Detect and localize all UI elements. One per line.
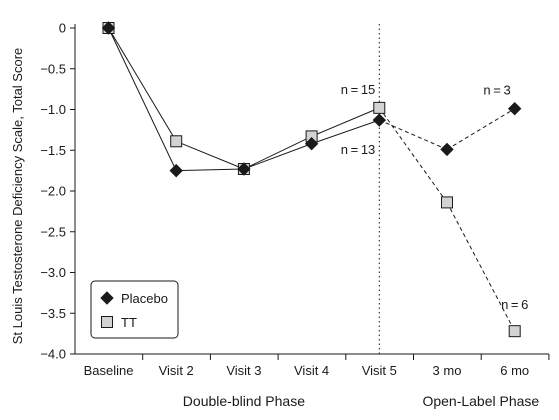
point-placebo xyxy=(304,137,319,151)
y-tick-label: −4.0 xyxy=(40,347,66,362)
point-placebo xyxy=(237,162,251,176)
series-segment-placebo xyxy=(446,108,515,150)
y-tick-label: −1.0 xyxy=(40,102,66,117)
y-axis-title: St Louis Testosterone Deficiency Scale, … xyxy=(10,48,25,345)
y-tick-label: −0.5 xyxy=(40,61,66,76)
phase-label: Double-blind Phase xyxy=(183,393,305,409)
y-tick-label: −1.5 xyxy=(40,143,66,158)
point-tt xyxy=(373,101,386,114)
series-segment-placebo xyxy=(176,168,244,172)
legend-label-placebo: Placebo xyxy=(121,291,168,306)
annotation-label: n = 13 xyxy=(341,142,376,157)
x-tick-label: Visit 2 xyxy=(159,363,194,378)
y-tick-label: −2.0 xyxy=(40,184,66,199)
point-placebo xyxy=(440,142,454,157)
series-segment-tt xyxy=(378,107,448,203)
legend: Placebo TT xyxy=(90,280,179,339)
annotation-label: n = 15 xyxy=(341,82,376,97)
series-segment-placebo xyxy=(108,27,177,171)
x-tick-label: Visit 3 xyxy=(226,363,261,378)
annotation-label: n = 3 xyxy=(483,83,510,98)
legend-marker-placebo xyxy=(100,291,114,305)
x-tick-label: 6 mo xyxy=(500,363,529,378)
series-segment-tt xyxy=(311,107,380,137)
y-tick-label: −2.5 xyxy=(40,224,66,239)
series-lines xyxy=(108,27,516,332)
point-placebo xyxy=(507,101,522,116)
series-segment-placebo xyxy=(311,119,380,145)
phase-label: Open-Label Phase xyxy=(422,393,539,409)
series-segment-tt xyxy=(176,140,245,170)
point-placebo xyxy=(372,113,387,127)
point-placebo xyxy=(169,163,183,178)
annotations: n = 15 n = 13 n = 3 n = 6 xyxy=(341,82,529,312)
series-segment-tt xyxy=(243,135,312,170)
axes: 0 −0.5 −1.0 −1.5 −2.0 −2.5 −3.0 −3.5 −4.0 Baselin… xyxy=(10,21,550,409)
y-tick-label: −3.5 xyxy=(40,306,66,321)
point-placebo xyxy=(101,21,116,35)
point-tt xyxy=(170,135,183,148)
series-markers xyxy=(101,21,522,338)
x-tick-label: Baseline xyxy=(84,363,134,378)
series-segment-placebo xyxy=(243,143,312,170)
x-tick-label: Visit 4 xyxy=(294,363,329,378)
x-tick-label: Visit 5 xyxy=(362,363,397,378)
legend-marker-tt xyxy=(101,316,113,328)
series-segment-placebo xyxy=(379,119,448,150)
series-segment-tt xyxy=(446,202,516,332)
point-tt xyxy=(508,325,521,338)
y-tick-label: 0 xyxy=(59,21,66,36)
annotation-label: n = 6 xyxy=(501,297,528,312)
x-tick-label: 3 mo xyxy=(433,363,462,378)
legend-label-tt: TT xyxy=(121,315,137,330)
series-segment-tt xyxy=(108,27,177,142)
point-tt xyxy=(441,196,453,209)
y-tick-label: −3.0 xyxy=(40,265,66,280)
